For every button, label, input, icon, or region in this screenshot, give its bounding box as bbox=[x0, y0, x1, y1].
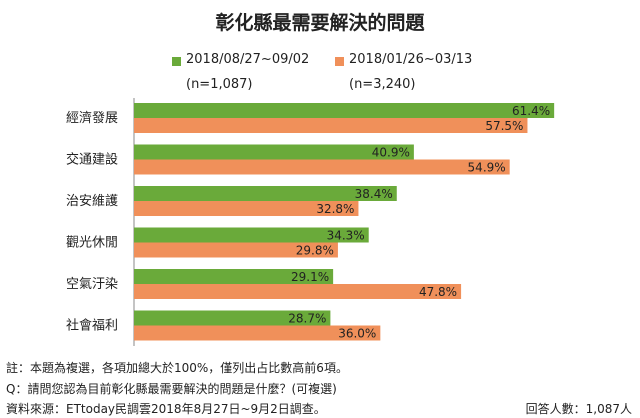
legend-label-series-2: 2018/01/26~03/13 bbox=[349, 52, 473, 67]
bar-series-1 bbox=[134, 103, 555, 118]
bar-value-label: 40.9% bbox=[372, 146, 410, 160]
category-label: 社會福利 bbox=[66, 318, 118, 334]
category-label: 經濟發展 bbox=[66, 110, 118, 126]
bar-value-label: 54.9% bbox=[468, 161, 506, 175]
legend-swatch-series-1 bbox=[172, 57, 181, 66]
bar-series-2 bbox=[134, 284, 462, 299]
respondent-count: 回答人數：1,087人 bbox=[525, 402, 632, 416]
category-label: 觀光休閒 bbox=[66, 236, 118, 251]
legend-label-series-1: 2018/08/27~09/02 bbox=[186, 52, 310, 67]
category-label: 空氣汙染 bbox=[66, 277, 118, 292]
note-multiple-choice: 註：本題為複選，各項加總大於100%，僅列出占比數高前6項。 bbox=[6, 361, 348, 375]
category-label: 治安維護 bbox=[66, 193, 118, 209]
bar-value-label: 34.3% bbox=[327, 229, 365, 243]
bar-value-label: 47.8% bbox=[419, 285, 457, 299]
bar-series-2 bbox=[134, 159, 510, 175]
bar-series-2 bbox=[134, 118, 528, 133]
bar-value-label: 38.4% bbox=[355, 187, 393, 201]
bar-value-label: 32.8% bbox=[316, 202, 354, 216]
legend-n-series-1: (n=1,087) bbox=[186, 77, 253, 92]
category-label: 交通建設 bbox=[66, 152, 118, 168]
bar-series-2 bbox=[134, 242, 338, 258]
bar-value-label: 61.4% bbox=[512, 104, 550, 118]
bar-series-1 bbox=[134, 310, 331, 326]
bar-value-label: 57.5% bbox=[485, 119, 523, 133]
bar-series-2 bbox=[134, 325, 381, 341]
chart-title: 彰化縣最需要解決的問題 bbox=[215, 12, 425, 34]
note-question: Q：請問您認為目前彰化縣最需要解決的問題是什麼？(可複選) bbox=[6, 382, 337, 396]
legend-swatch-series-2 bbox=[335, 57, 344, 66]
bar-value-label: 28.7% bbox=[288, 312, 326, 326]
bar-series-1 bbox=[134, 269, 334, 284]
bar-value-label: 29.1% bbox=[291, 270, 329, 284]
bar-series-1 bbox=[134, 144, 414, 160]
bar-series-1 bbox=[134, 227, 369, 243]
legend-n-series-2: (n=3,240) bbox=[349, 77, 416, 92]
bar-series-1 bbox=[134, 186, 397, 201]
bar-value-label: 36.0% bbox=[338, 327, 376, 341]
bar-series-2 bbox=[134, 201, 359, 216]
note-source: 資料來源：ETtoday民調雲2018年8月27日~9月2日調查。 bbox=[6, 402, 326, 416]
bar-value-label: 29.8% bbox=[296, 244, 334, 258]
